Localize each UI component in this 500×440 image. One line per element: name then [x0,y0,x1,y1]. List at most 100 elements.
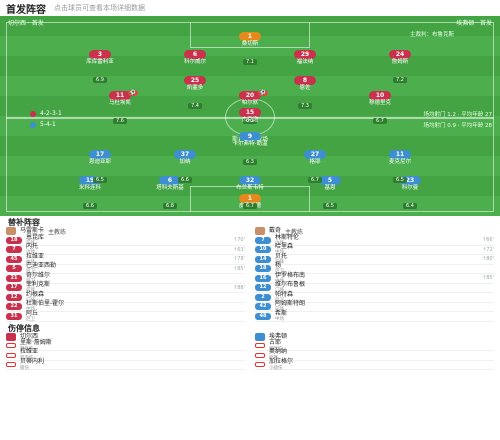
shirt-number: 9 [239,132,261,141]
shirt-number: 25 [184,76,206,85]
shirt-number: 23 [399,176,421,185]
sub-row[interactable]: 31 阿丘 后卫 [6,309,245,322]
away-player[interactable]: 27 格耶 6.7 [293,150,337,185]
injury-row[interactable]: 奥纳纳 停赛 [255,349,494,361]
goal-icon: ⚽ [257,90,268,96]
injury-row[interactable]: 贝蒂内利 膝伤 [6,358,245,371]
sub-row[interactable]: 16 伊罗格布南 中场 ↑85' [255,272,494,284]
player-rating: 7.3 [298,103,312,109]
sub-row[interactable]: 45 拉维亚 中场 ↑78' [6,253,245,265]
injury-reason: 膝伤 [20,365,29,371]
injury-icon [6,343,16,349]
sub-row[interactable]: 21 奇尔维尔 后卫 [6,271,245,284]
player-rating: 6.6 [83,203,97,209]
player-rating: 6.7 [243,203,257,209]
home-player[interactable]: 20 帕尔默 8.1 ⚽ [228,90,272,126]
player-name: 恩佐 [299,85,311,91]
coach-avatar [6,227,16,235]
injury-row[interactable]: 拉维亚 肌肉伤 [6,348,245,362]
bottom-penalty-box [190,186,310,212]
sub-number: 18 [6,236,22,244]
home-player[interactable]: 24 詹姆斯 7.2 [378,50,422,85]
injury-reason: 肌肉伤 [20,356,34,362]
sub-event: ↑63' [233,246,245,253]
away-coach[interactable]: 戴奇 主教练 [255,226,494,236]
sub-event: ↑78' [233,256,245,263]
home-coach-role: 主教练 [48,228,67,236]
sub-event: ↑66' [482,237,494,244]
sub-number: 7 [6,246,22,254]
sub-name: 奇尔维尔 [26,271,51,279]
shirt-number: 8 [294,76,316,85]
home-injuries: 切尔西 里斯·詹姆斯 腿筋伤 拉维亚 肌肉伤 贝蒂内利 膝伤 [6,332,245,371]
sub-row[interactable]: 12 维尔布鲁根 门将 [255,282,494,293]
sub-row[interactable]: 14 贝托 前锋 ↑80' [255,253,494,265]
shirt-number: 32 [239,176,261,185]
sub-name: 杨 [275,262,282,270]
player-rating: 6.6 [178,177,192,183]
player-rating: 6.5 [93,177,107,183]
home-player[interactable]: 25 凯塞多 7.4 [173,76,217,111]
injury-row[interactable]: 古耶 脚踝伤 [255,339,494,352]
sub-event: ↑70' [233,237,245,244]
player-rating: 8.1 [243,118,257,124]
sub-position: 后卫 [26,316,35,322]
sub-row[interactable]: 22 杜斯伯里-霍尔 中场 [6,301,245,312]
injury-row[interactable]: 加拉格尔 小腿伤 [255,358,494,371]
injury-icon [255,362,265,368]
player-name: 福法纳 [296,59,314,65]
sub-name: 林斯特伦 [275,233,300,241]
away-coach-role: 主教练 [285,228,304,236]
sub-position: 中场 [275,250,284,256]
sub-position: 前锋 [275,259,284,265]
player-name: 基恩 [324,185,336,191]
player-name: 布兰斯韦特 [236,185,264,191]
home-coach[interactable]: 马雷斯卡 主教练 [6,226,245,236]
injury-reason: 脚踝伤 [269,346,283,352]
sub-name: 恩昆库 [26,233,45,241]
away-player[interactable]: 11 麦克尼尔 6.5 [378,150,422,185]
sub-number: 14 [255,255,271,263]
sub-row[interactable]: 48 希斯 中场 [255,310,494,322]
player-name: 加纳 [179,159,191,165]
injury-reason: 腿筋伤 [20,346,34,352]
home-color-dot [30,110,36,117]
sub-row[interactable]: 17 菲利克斯 前锋 ↑88' [6,282,245,293]
sub-row[interactable]: 5 巴迪亚西勒 后卫 ↑85' [6,263,245,274]
referee-label: 主裁判：布鲁克斯 [410,32,455,38]
away-player[interactable]: 5 基恩 6.5 [308,176,352,211]
sub-name: 阿丘 [26,309,39,317]
shirt-number: 10 [369,91,391,100]
away-player[interactable]: 23 科尔曼 6.4 [388,176,432,211]
home-player[interactable]: 8 恩佐 7.3 [283,76,327,111]
sub-row[interactable]: 42 阿姆斯特朗 前锋 [255,301,494,312]
injured-player: 拉维亚 [20,348,39,356]
away-player[interactable]: 17 恩迪亚耶 6.5 [78,150,122,185]
home-player[interactable]: 10 穆德里克 6.7 [358,91,402,126]
home-player[interactable]: 11 马杜埃凯 7.6 ⚽ [98,90,142,126]
away-player[interactable]: 37 加纳 6.6 [163,150,207,185]
player-name: 卡尔弗特-勒温 [232,141,268,147]
away-color-dot [30,121,36,128]
away-player[interactable]: 32 布兰斯韦特 6.7 [228,176,272,211]
sub-row[interactable]: 7 林斯特伦 边锋 ↑66' [255,233,494,246]
sub-row[interactable]: 18 杨后卫 [255,262,494,274]
away-player[interactable]: 19 米科连科 6.6 [68,176,112,211]
injury-row[interactable]: 里斯·詹姆斯 腿筋伤 [6,339,245,352]
away-player[interactable]: 6 塔科夫斯基 6.8 [148,176,192,211]
home-player[interactable]: 3 库库雷利亚 6.9 [78,50,122,85]
sub-row[interactable]: 18 恩昆库 前锋 ↑70' [6,233,245,246]
away-player[interactable]: 9 卡尔弗特-勒温 6.3 [228,132,272,167]
sub-row[interactable]: 12 约根森 门将 [6,291,245,303]
player-rating: 7.2 [393,77,407,83]
player-rating: 6.5 [323,203,337,209]
shirt-number: 5 [319,176,341,185]
away-coach-name: 戴奇 [269,227,282,234]
player-name: 格耶 [309,159,321,165]
home-subs: 马雷斯卡 主教练 18 恩昆库 前锋 ↑70' 7 内托 边锋 ↑63' 45 拉维亚 中场 ↑78'… [6,226,245,322]
sub-row[interactable]: 10 哈里森 中场 ↑72' [255,244,494,256]
sub-row[interactable]: 7 内托 边锋 ↑63' [6,244,245,255]
home-player[interactable]: 1 桑切斯 7.1 [228,32,272,67]
sub-position: 中场 [26,259,35,265]
sub-row[interactable]: 2 帕特森 后卫 [255,291,494,303]
